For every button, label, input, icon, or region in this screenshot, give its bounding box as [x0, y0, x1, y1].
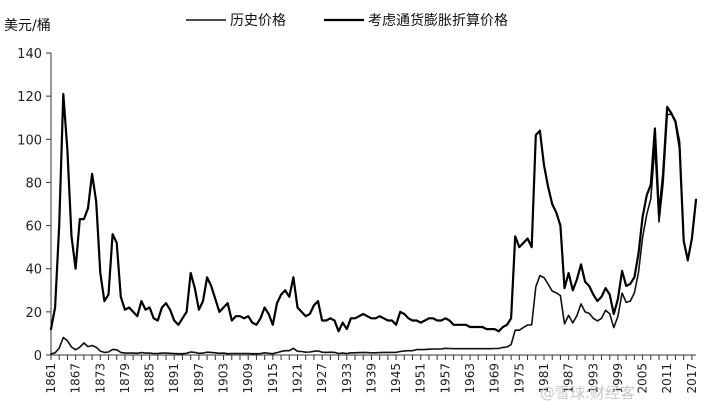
x-tick-label: 1945: [389, 363, 403, 394]
x-tick-label: 1861: [44, 363, 58, 394]
x-tick-label: 1969: [488, 363, 502, 394]
x-tick-label: 2011: [660, 363, 674, 394]
y-tick-label: 40: [25, 263, 42, 278]
x-tick-label: 1915: [266, 363, 280, 394]
x-tick-label: 1975: [512, 363, 526, 394]
x-tick-label: 1909: [241, 363, 255, 394]
x-tick-label: 1897: [192, 363, 206, 394]
y-tick-label: 80: [25, 176, 42, 191]
y-tick-label: 20: [25, 306, 42, 321]
legend-label-inflation-adjusted: 考虑通货膨胀折算价格: [368, 12, 508, 29]
x-tick-label: 2017: [685, 363, 699, 394]
x-tick-label: 1951: [414, 363, 428, 394]
x-tick-label: 1939: [364, 363, 378, 394]
y-axis: 0 20 40 60 80 100 120 140: [17, 47, 52, 364]
x-tick-label: 1903: [217, 363, 231, 394]
x-tick-label: 2005: [636, 363, 650, 394]
x-tick-label: 1885: [143, 363, 157, 394]
x-tick-label: 1873: [93, 363, 107, 394]
x-axis: 1861 1867 1873 1879 1885 1891 1897 1903 1909 1915…: [44, 354, 699, 394]
series-layer: [49, 92, 698, 355]
x-tick-label: 1921: [290, 363, 304, 394]
y-tick-label: 60: [25, 220, 42, 235]
x-tick-label: 1927: [315, 363, 329, 394]
x-tick-label: 1879: [118, 363, 132, 394]
y-tick-label: 100: [17, 133, 42, 148]
x-tick-label: 1993: [586, 363, 600, 394]
legend-label-historical: 历史价格: [230, 13, 286, 29]
x-tick-label: 1999: [611, 363, 625, 394]
y-tick-label: 140: [17, 47, 42, 62]
x-tick-label: 1981: [537, 363, 551, 394]
series-line-historical: [50, 113, 697, 355]
y-tick-label: 120: [17, 90, 42, 105]
y-tick-label: 0: [34, 349, 42, 364]
x-tick-label: 1957: [438, 363, 452, 394]
x-tick-label: 1987: [562, 363, 576, 394]
legend: 历史价格 考虑通货膨胀折算价格: [186, 12, 508, 29]
y-axis-unit-label: 美元/桶: [4, 18, 51, 34]
watermark-text: @雪球:财经客: [540, 384, 635, 402]
x-tick-label: 1933: [340, 363, 354, 394]
x-tick-label: 1891: [167, 363, 181, 394]
x-tick-label: 1867: [69, 363, 83, 394]
series-line-inflation-adjusted: [49, 92, 698, 333]
x-tick-label: 1963: [463, 363, 477, 394]
